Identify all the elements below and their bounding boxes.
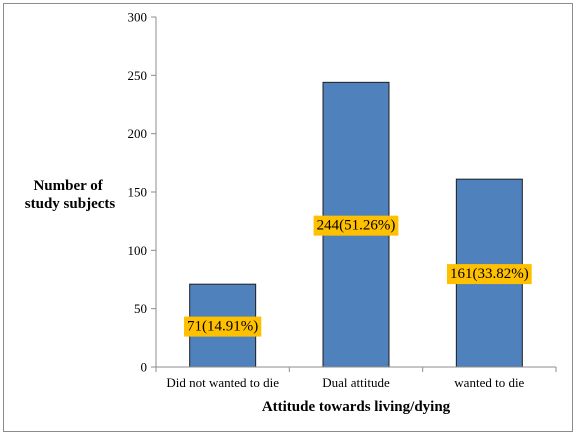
x-axis-title: Attitude towards living/dying — [262, 399, 451, 415]
x-axis-ticks: Did not wanted to die Dual attitude wanted… — [155, 367, 557, 390]
data-label: 244(51.26%) — [313, 215, 399, 236]
y-axis-ticks: 0 50 100 150 200 250 300 — [128, 10, 156, 375]
y-tick-label: 0 — [141, 360, 148, 375]
y-tick-label: 250 — [128, 68, 148, 83]
data-label: 71(14.91%) — [184, 316, 262, 337]
data-label-text: 244(51.26%) — [317, 218, 396, 234]
x-tick-label: wanted to die — [454, 375, 524, 390]
data-label-text: 71(14.91%) — [187, 319, 258, 335]
y-tick-label: 100 — [128, 243, 148, 258]
y-axis-title-line-1: Number of — [33, 178, 103, 194]
y-tick-label: 150 — [128, 185, 148, 200]
data-label-background — [446, 264, 532, 285]
data-label: 161(33.82%) — [446, 264, 532, 285]
y-axis-title-line-2: study subjects — [25, 196, 116, 212]
x-tick-label: Did not wanted to die — [166, 375, 279, 390]
data-label-background — [313, 215, 399, 236]
data-labels: 71(14.91%) 244(51.26%) 161(33.82%) — [184, 215, 532, 337]
data-label-text: 161(33.82%) — [450, 266, 529, 282]
y-tick-label: 300 — [128, 10, 148, 25]
y-tick-label: 50 — [134, 301, 147, 316]
y-axis-title: Number of study subjects — [25, 178, 116, 212]
y-tick-label: 200 — [128, 126, 148, 141]
x-tick-label: Dual attitude — [322, 375, 390, 390]
data-label-background — [184, 316, 262, 337]
